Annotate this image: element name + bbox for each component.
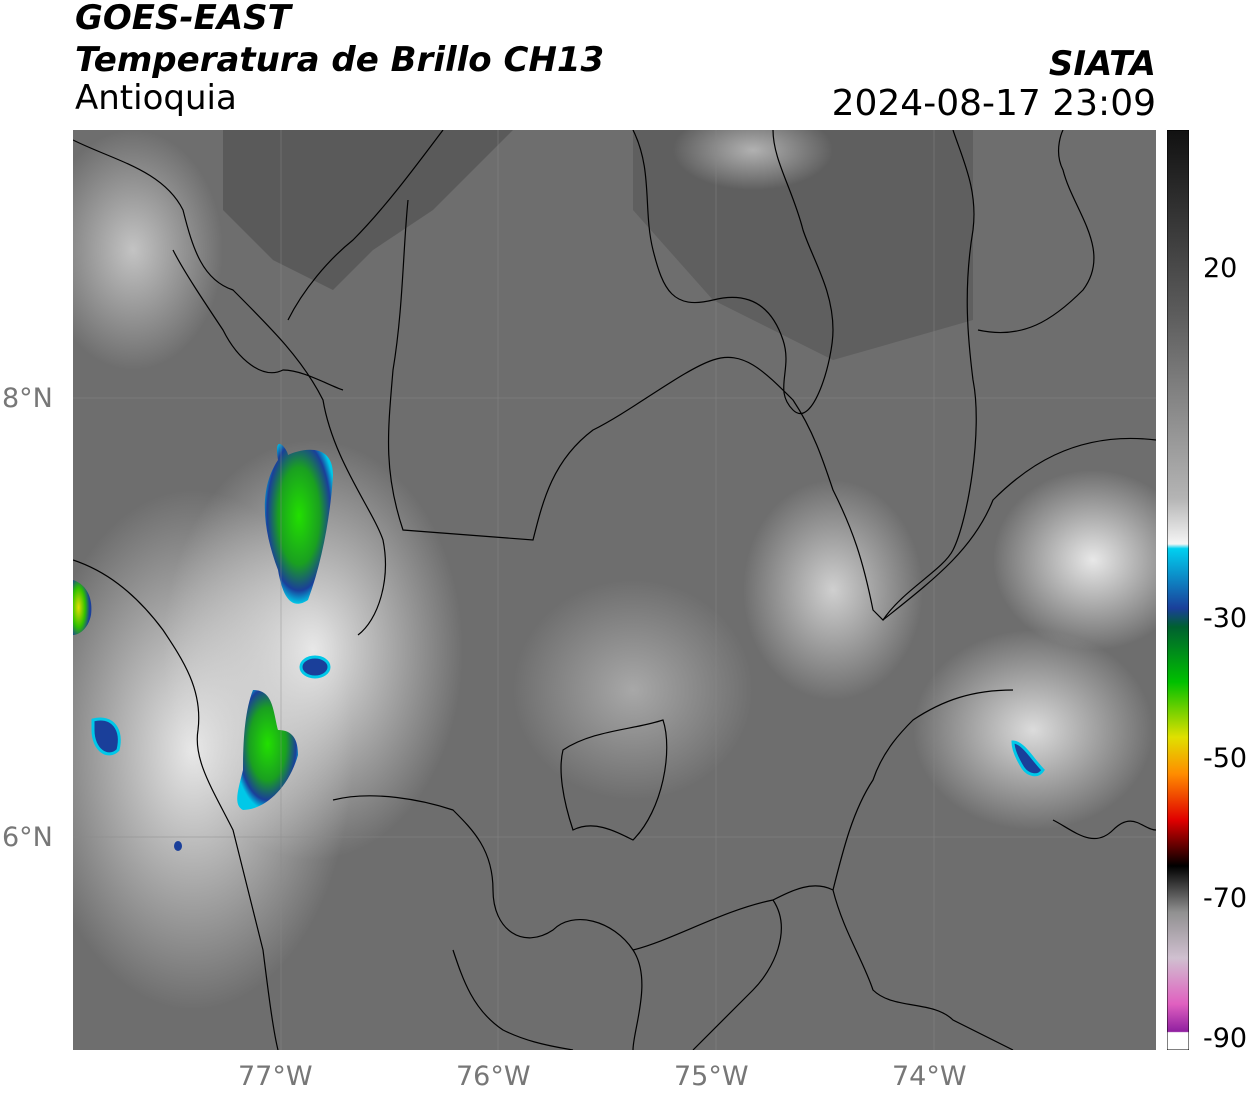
sea-region bbox=[223, 130, 513, 290]
storm-cell-small-2 bbox=[299, 655, 331, 679]
org-label: SIATA bbox=[1048, 44, 1156, 84]
cloud-east-3 bbox=[913, 630, 1153, 830]
cloud-center bbox=[513, 580, 753, 800]
title-right-block: SIATA 2024-08-17 23:09 bbox=[832, 44, 1156, 124]
product-title: Temperatura de Brillo CH13 bbox=[75, 40, 605, 80]
lon-label-74w: 74°W bbox=[892, 1061, 967, 1092]
cloud-north-east bbox=[673, 130, 833, 190]
title-block: GOES-EAST Temperatura de Brillo CH13 Ant… bbox=[75, 0, 604, 116]
storm-cell-small-3 bbox=[174, 841, 182, 851]
colorbar-tick-minus70: -70 bbox=[1203, 883, 1248, 914]
cloud-storm-halo bbox=[163, 440, 463, 860]
dark-area-north bbox=[633, 130, 973, 360]
storm-cell-north bbox=[264, 443, 333, 604]
colorbar-tick-minus30: -30 bbox=[1203, 603, 1248, 634]
storm-cell-small-1 bbox=[91, 717, 121, 756]
satellite-map bbox=[73, 130, 1156, 1050]
lon-label-75w: 75°W bbox=[674, 1061, 749, 1092]
lat-label-8n: 8°N bbox=[2, 383, 53, 414]
datetime-label: 2024-08-17 23:09 bbox=[831, 83, 1156, 124]
storm-cell-south bbox=[237, 690, 298, 810]
satellite-title: GOES-EAST bbox=[75, 0, 291, 38]
colorbar-tick-minus50: -50 bbox=[1203, 743, 1248, 774]
lat-label-6n: 6°N bbox=[2, 822, 53, 853]
region-title: Antioquia bbox=[75, 78, 237, 118]
colorbar-scale bbox=[1167, 130, 1189, 1050]
storm-cell-east bbox=[1011, 740, 1045, 777]
colorbar-tick-minus90: -90 bbox=[1203, 1023, 1248, 1054]
cloud-west-2 bbox=[73, 130, 223, 370]
storm-cell-edge bbox=[73, 580, 92, 635]
colorbar bbox=[1167, 130, 1189, 1050]
colorbar-tick-20: 20 bbox=[1203, 253, 1238, 284]
borders bbox=[73, 130, 1156, 1050]
lon-label-76w: 76°W bbox=[456, 1061, 531, 1092]
cloud-east-1 bbox=[743, 480, 923, 700]
cloud-east-2 bbox=[993, 470, 1156, 650]
lon-label-77w: 77°W bbox=[238, 1061, 313, 1092]
